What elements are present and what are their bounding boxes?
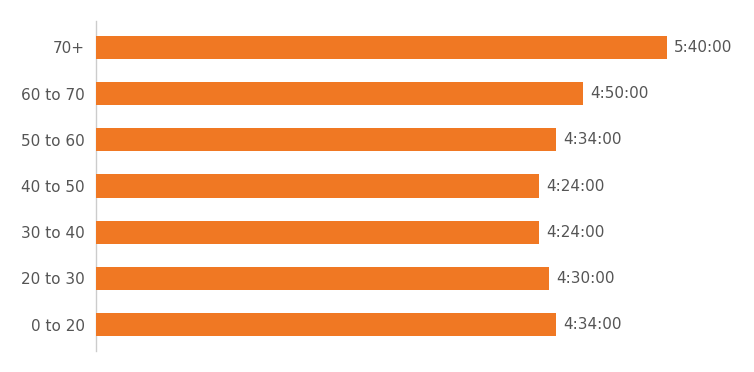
Text: 4:34:00: 4:34:00 [563,132,621,147]
Text: 4:30:00: 4:30:00 [556,271,615,286]
Bar [96,128,556,151]
Text: 4:50:00: 4:50:00 [590,86,648,101]
Bar [96,174,539,198]
Bar [96,82,583,105]
Text: 4:34:00: 4:34:00 [563,317,621,332]
Bar [96,221,539,244]
Bar [96,267,550,290]
Text: 4:24:00: 4:24:00 [546,179,605,193]
Text: 5:40:00: 5:40:00 [674,40,732,55]
Bar [96,36,667,59]
Bar [96,313,556,336]
Text: 4:24:00: 4:24:00 [546,225,605,240]
